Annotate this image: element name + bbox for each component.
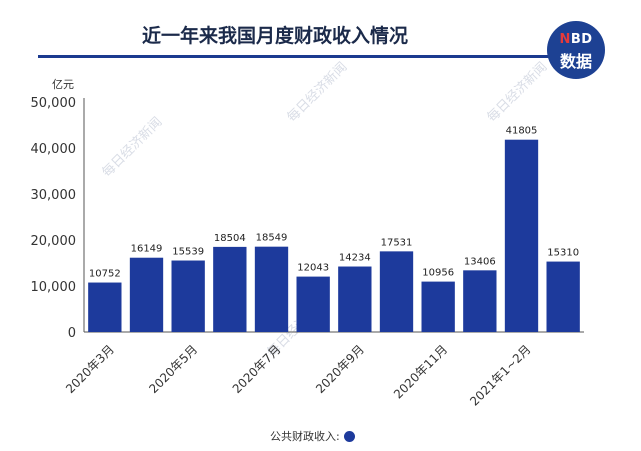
y-tick-labels: 0 10,000 20,000 30,000 40,000 50,000 [31, 96, 77, 341]
logo-letter-n: N [559, 32, 571, 47]
bar [546, 261, 580, 332]
data-label: 14234 [339, 253, 371, 264]
data-labels: 10752 16149 15539 18504 18549 12043 14234 17531… [89, 126, 579, 280]
bar [504, 139, 539, 332]
data-label: 41805 [506, 126, 538, 137]
bar [129, 257, 164, 332]
data-label: 18549 [256, 233, 288, 244]
data-label: 18504 [214, 233, 246, 244]
bar [338, 266, 372, 332]
watermark-text: 每日经济新闻 [284, 59, 350, 125]
bar [421, 281, 455, 332]
x-tick-label: 2020年3月 [63, 342, 117, 396]
bars [88, 139, 580, 332]
data-label: 10752 [89, 269, 121, 280]
legend-label: 公共财政收入: [270, 430, 340, 443]
bar [296, 276, 330, 332]
legend: 公共财政收入: [270, 428, 355, 444]
data-label: 15310 [547, 248, 579, 259]
data-label: 17531 [381, 237, 413, 248]
watermark-text: 每日经济新闻 [99, 114, 165, 180]
data-label: 13406 [464, 256, 496, 267]
y-tick-label: 0 [68, 326, 76, 341]
legend-swatch [343, 430, 355, 442]
y-axis-unit: 亿元 [52, 78, 74, 91]
x-tick-label: 2020年5月 [146, 342, 200, 396]
bar [171, 260, 205, 332]
y-tick-label: 50,000 [31, 96, 77, 111]
x-tick-label: 2020年7月 [230, 342, 284, 396]
x-tick-label: 2020年9月 [313, 342, 367, 396]
bar [88, 282, 122, 332]
watermark-text: 每日经济新闻 [484, 59, 550, 125]
y-tick-label: 40,000 [31, 142, 77, 157]
bar [379, 251, 414, 332]
data-label: 15539 [172, 247, 204, 258]
title-underline [38, 55, 582, 58]
y-tick-label: 20,000 [31, 234, 77, 249]
axes: 亿元 [52, 78, 584, 333]
x-tick-label: 2020年11月 [391, 342, 450, 401]
x-tick-labels: 2020年3月 2020年5月 2020年7月 2020年9月 2020年11月 2021… [63, 342, 534, 408]
logo-letters-bd: BD [570, 32, 593, 47]
chart-title: 近一年来我国月度财政收入情况 [141, 25, 408, 47]
bar [463, 270, 497, 332]
y-tick-label: 30,000 [31, 188, 77, 203]
nbd-logo: NBD 数据 [547, 21, 605, 79]
y-tick-label: 10,000 [31, 280, 77, 295]
data-label: 12043 [297, 263, 329, 274]
data-label: 16149 [131, 244, 163, 255]
bar [254, 246, 289, 332]
logo-text: 数据 [559, 52, 592, 71]
data-label: 10956 [422, 268, 454, 279]
x-tick-label: 2021年1~2月 [467, 342, 533, 408]
bar [213, 246, 247, 332]
